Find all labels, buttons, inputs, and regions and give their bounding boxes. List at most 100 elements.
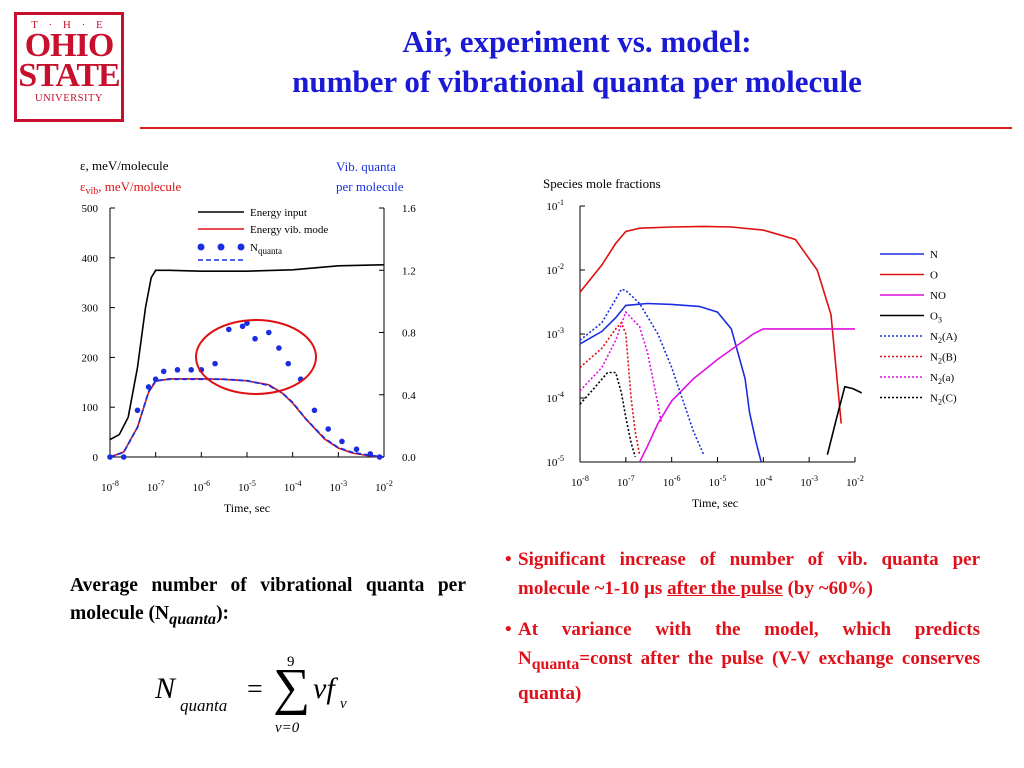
chart2-x-tick-label: 10-3 bbox=[800, 474, 818, 489]
chart2-series-no bbox=[638, 328, 855, 463]
chart2-legend-label: N2(a) bbox=[930, 372, 954, 386]
chart1-nquanta-point bbox=[252, 335, 258, 342]
chart1-x-tick-label: 10-4 bbox=[284, 479, 302, 494]
slide-title-line1: Air, experiment vs. model: bbox=[402, 24, 752, 59]
formula-rhs: vf bbox=[313, 672, 335, 705]
chart2-x-tick-label: 10-2 bbox=[846, 474, 864, 489]
chart2-legend-label: N2(A) bbox=[930, 331, 958, 345]
chart2-series-o bbox=[579, 225, 842, 424]
chart1-x-tick-label: 10-8 bbox=[101, 479, 119, 494]
chart2-title: Species mole fractions bbox=[543, 176, 661, 191]
chart1-legend-marker bbox=[197, 243, 205, 251]
chart2-x-tick-label: 10-5 bbox=[709, 474, 727, 489]
average-quanta-heading: Average number of vibrational quanta per… bbox=[70, 575, 466, 628]
chart1-left-tick-label: 400 bbox=[82, 253, 99, 265]
chart1-right-tick-label: 1.2 bbox=[402, 265, 416, 277]
chart1-nquanta-point bbox=[276, 345, 282, 351]
chart1-x-axis-label: Time, sec bbox=[224, 501, 270, 515]
chart1-left-tick-label: 100 bbox=[82, 402, 99, 414]
chart2-series-n2a bbox=[579, 310, 663, 424]
formula-lhs: N bbox=[155, 672, 176, 705]
chart1-nquanta-point bbox=[174, 367, 181, 373]
chart1-legend-label: Energy vib. mode bbox=[250, 224, 328, 236]
chart1-nquanta-point bbox=[152, 376, 159, 382]
chart1-x-tick-label: 10-5 bbox=[238, 479, 256, 494]
chart2-legend-label: NO bbox=[930, 290, 946, 302]
chart2-y-tick-label: 10-3 bbox=[546, 326, 564, 341]
chart2-legend-label: O bbox=[930, 270, 938, 282]
chart2-series-n bbox=[579, 302, 762, 463]
chart1-nquanta-point bbox=[239, 323, 246, 330]
chart2-x-tick-label: 10-8 bbox=[571, 474, 589, 489]
chart1-legend-label: Nquanta bbox=[250, 242, 282, 256]
chart1-nquanta-point bbox=[353, 446, 360, 453]
chart1-left-tick-label: 0 bbox=[93, 452, 99, 464]
chart1-energy-input-line bbox=[109, 264, 385, 441]
chart1-nquanta-point bbox=[134, 407, 141, 414]
chart1-legend-marker bbox=[217, 243, 225, 251]
conclusion-bullets: Significant increase of number of vib. q… bbox=[505, 545, 980, 720]
chart1-left-axis-label-1: ε, meV/molecule bbox=[80, 158, 169, 173]
formula-rhs-sub: v bbox=[340, 696, 347, 712]
chart1-right-tick-label: 1.6 bbox=[402, 203, 416, 215]
chart1-x-tick-label: 10-2 bbox=[375, 479, 393, 494]
bullet-variance: At variance with the model, which predic… bbox=[505, 615, 980, 708]
title-divider bbox=[140, 127, 1012, 129]
chart2-y-tick-label: 10-1 bbox=[546, 198, 564, 213]
chart2-x-axis-label: Time, sec bbox=[692, 496, 738, 510]
summation-symbol: ∑ bbox=[273, 659, 311, 716]
chart2-legend-label: N2(C) bbox=[930, 393, 957, 407]
chart1-x-tick-label: 10-3 bbox=[329, 479, 347, 494]
chart1-nquanta-point bbox=[160, 368, 167, 375]
chart1-nquanta-point bbox=[120, 454, 127, 460]
chart2-x-tick-label: 10-4 bbox=[754, 474, 772, 489]
chart1-legend-label: Energy input bbox=[250, 207, 307, 219]
ohio-state-logo: T · H · E OHIO STATE UNIVERSITY bbox=[14, 12, 124, 122]
chart1-right-tick-label: 0.8 bbox=[402, 328, 416, 340]
chart1-nquanta-point bbox=[376, 454, 383, 460]
formula-lhs-sub: quanta bbox=[180, 696, 228, 715]
chart1-nquanta-point bbox=[285, 360, 292, 367]
chart1-highlight-ellipse bbox=[195, 319, 317, 395]
chart1-energy-vib-line bbox=[109, 378, 385, 458]
chart1-nquanta-model-line bbox=[109, 378, 385, 458]
chart1-left-tick-label: 500 bbox=[82, 203, 99, 215]
formula-equals: = bbox=[247, 674, 263, 705]
chart1-nquanta-point bbox=[265, 329, 272, 336]
chart2-x-tick-label: 10-6 bbox=[663, 474, 681, 489]
chart2-x-tick-label: 10-7 bbox=[617, 474, 635, 489]
chart2-series-n2b bbox=[579, 321, 641, 455]
chart2-series-n2c bbox=[579, 371, 636, 458]
chart1-left-tick-label: 200 bbox=[82, 352, 99, 364]
chart2-series-o3 bbox=[826, 385, 863, 455]
chart1-x-tick-label: 10-6 bbox=[192, 479, 210, 494]
chart1-legend-marker bbox=[237, 243, 245, 251]
chart1-right-tick-label: 0.0 bbox=[402, 452, 416, 464]
chart1-right-axis-label-1: Vib. quanta bbox=[336, 159, 396, 174]
chart1-nquanta-point bbox=[244, 320, 250, 326]
chart1-nquanta-point bbox=[311, 407, 318, 414]
formula-lower-limit: v=0 bbox=[275, 720, 300, 736]
chart2-y-tick-label: 10-4 bbox=[546, 390, 564, 405]
chart1-right-axis-label-2: per molecule bbox=[336, 179, 404, 194]
slide-title: Air, experiment vs. model: number of vib… bbox=[140, 22, 1014, 102]
chart1-nquanta-point bbox=[212, 360, 218, 367]
chart2-legend-label: N2(B) bbox=[930, 352, 957, 366]
chart1-x-tick-label: 10-7 bbox=[147, 479, 165, 494]
chart2-y-tick-label: 10-2 bbox=[546, 262, 564, 277]
chart1-nquanta-point bbox=[188, 367, 195, 373]
chart2-legend-label: N bbox=[930, 249, 938, 261]
bullet-increase: Significant increase of number of vib. q… bbox=[505, 545, 980, 603]
chart1-right-tick-label: 0.4 bbox=[402, 390, 416, 402]
chart1-nquanta-point bbox=[226, 326, 232, 333]
formula-upper-limit: 9 bbox=[287, 654, 295, 670]
quanta-formula: N quanta = 9 ∑ v=0 vf v bbox=[155, 650, 365, 745]
chart1-nquanta-point bbox=[339, 438, 345, 445]
chart1-left-tick-label: 300 bbox=[82, 303, 99, 315]
chart2-y-tick-label: 10-5 bbox=[546, 454, 564, 469]
chart1-nquanta-point bbox=[325, 426, 332, 432]
chart2-series-n2a bbox=[579, 288, 705, 456]
chart1-left-axis-label-2: εvib, meV/molecule bbox=[80, 179, 182, 197]
chart2-legend-label: O3 bbox=[930, 311, 942, 325]
